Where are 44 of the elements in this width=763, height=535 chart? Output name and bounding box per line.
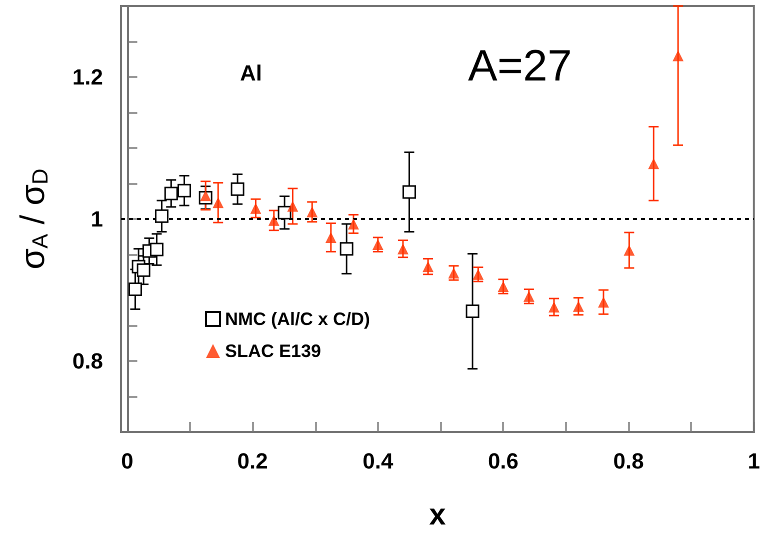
- point: [154, 209, 168, 223]
- point: [397, 243, 408, 254]
- point: [136, 263, 150, 277]
- point: [212, 197, 224, 208]
- point: [268, 214, 280, 226]
- point: [624, 244, 635, 256]
- point: [200, 190, 212, 202]
- x-axis-title: x: [429, 498, 446, 532]
- point: [648, 158, 660, 170]
- x-tick-label: 0.6: [488, 448, 519, 474]
- point: [422, 261, 434, 272]
- point: [306, 206, 318, 218]
- point: [548, 302, 560, 313]
- point: [178, 184, 192, 198]
- point: [250, 202, 262, 214]
- point: [472, 268, 484, 280]
- point: [402, 185, 416, 199]
- legend-label: NMC (Al/C x C/D): [225, 309, 370, 329]
- point: [598, 296, 609, 308]
- x-tick-label: 0.4: [362, 448, 394, 474]
- point: [287, 200, 298, 212]
- point: [230, 182, 244, 196]
- point: [372, 239, 384, 250]
- annotation: Al: [240, 60, 262, 86]
- point: [572, 300, 584, 312]
- point: [325, 232, 336, 243]
- y-axis-title: σA / σD: [14, 168, 52, 270]
- point: [466, 304, 480, 318]
- legend-label: SLAC E139: [225, 341, 322, 361]
- x-tick-label: 1: [748, 448, 760, 474]
- x-tick-label: 0: [121, 448, 134, 474]
- point: [348, 218, 359, 230]
- y-tick-label: 0.8: [72, 348, 103, 374]
- x-tick-label: 0.2: [237, 448, 268, 474]
- x-tick-label: 0.8: [613, 448, 644, 474]
- annotation: A=27: [468, 42, 572, 90]
- point: [672, 50, 684, 62]
- y-tick-label: 1: [90, 206, 103, 232]
- point: [278, 206, 292, 220]
- point: [164, 186, 178, 200]
- point: [340, 242, 354, 256]
- point: [150, 242, 164, 256]
- point: [523, 290, 534, 302]
- y-tick-label: 1.2: [72, 64, 103, 90]
